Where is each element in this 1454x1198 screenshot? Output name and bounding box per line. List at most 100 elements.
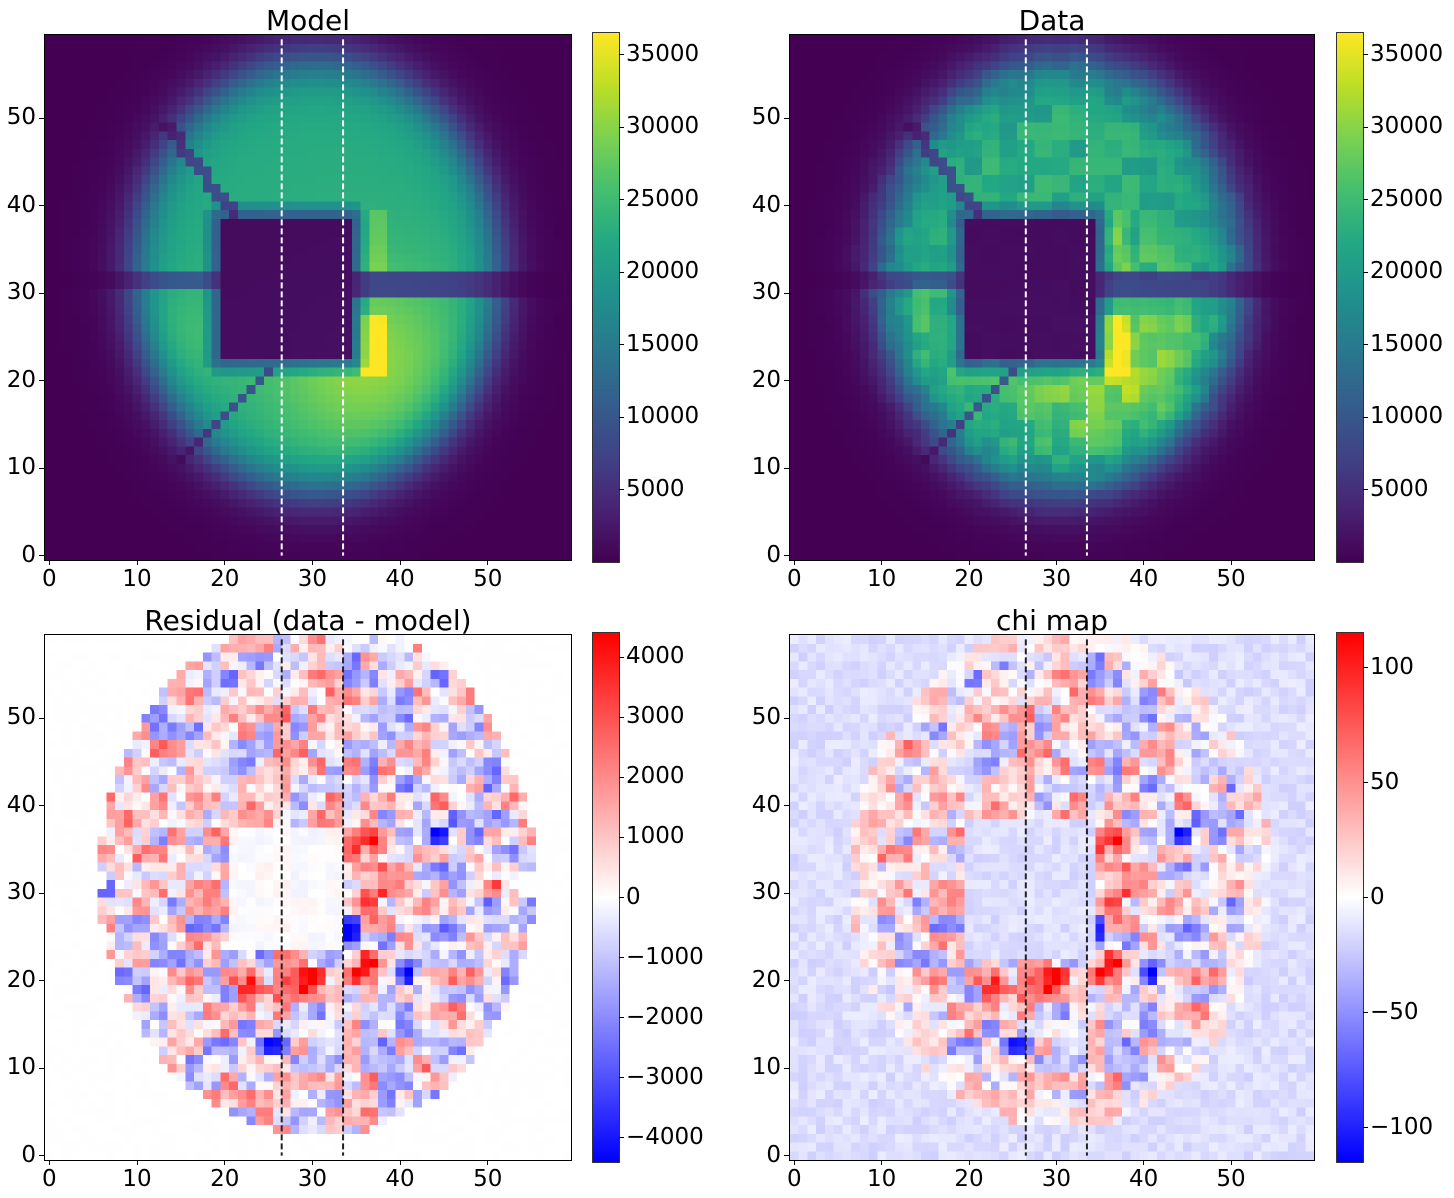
colorbar-tick-label-data-3: 20000: [1370, 258, 1444, 285]
colorbar-tick-residual-0: [619, 1137, 624, 1139]
colorbar-tick-residual-3: [619, 957, 624, 959]
y-tick-model-20: [39, 380, 44, 382]
y-tick-residual-10: [39, 1067, 44, 1069]
colorbar-tick-data-3: [1363, 271, 1368, 273]
colorbar-tick-model-6: [619, 54, 624, 56]
colorbar-tick-data-1: [1363, 416, 1368, 418]
colorbar-tick-label-residual-2: −2000: [626, 1003, 704, 1030]
y-tick-chi-40: [784, 805, 789, 807]
x-tick-model-10: [136, 560, 138, 565]
y-tick-residual-50: [39, 717, 44, 719]
y-tick-data-20: [784, 380, 789, 382]
x-tick-label-residual-10: 10: [122, 1166, 152, 1192]
colorbar-tick-label-model-3: 20000: [626, 258, 700, 285]
x-tick-label-data-20: 20: [954, 566, 984, 592]
x-tick-model-30: [311, 560, 313, 565]
colorbar-chi: [1336, 632, 1364, 1163]
colorbar-gradient-residual: [593, 633, 619, 1162]
colorbar-tick-model-0: [619, 489, 624, 491]
heatmap-residual: [45, 635, 571, 1160]
x-tick-label-model-50: 50: [473, 566, 503, 592]
colorbar-tick-label-model-5: 30000: [626, 113, 700, 140]
chart-title-residual: Residual (data - model): [144, 604, 472, 637]
x-tick-label-data-10: 10: [867, 566, 897, 592]
colorbar-tick-label-residual-7: 3000: [626, 703, 685, 730]
colorbar-tick-label-data-6: 35000: [1370, 40, 1444, 67]
x-tick-data-20: [968, 560, 970, 565]
colorbar-tick-model-2: [619, 344, 624, 346]
y-tick-chi-50: [784, 717, 789, 719]
y-tick-label-residual-30: 30: [6, 879, 36, 906]
x-tick-data-50: [1230, 560, 1232, 565]
colorbar-tick-residual-2: [619, 1017, 624, 1019]
chart-title-data: Data: [1018, 4, 1086, 37]
plot-area-data: [789, 34, 1315, 561]
x-tick-chi-50: [1230, 1160, 1232, 1165]
colorbar-tick-label-data-4: 25000: [1370, 185, 1444, 212]
y-tick-residual-0: [39, 1155, 44, 1157]
x-tick-label-chi-20: 20: [954, 1166, 984, 1192]
x-tick-label-residual-50: 50: [473, 1166, 503, 1192]
y-tick-model-0: [39, 555, 44, 557]
x-tick-label-residual-20: 20: [210, 1166, 240, 1192]
colorbar-tick-label-chi-1: −50: [1370, 998, 1419, 1025]
y-tick-label-residual-40: 40: [6, 791, 36, 818]
y-tick-data-30: [784, 292, 789, 294]
x-tick-data-0: [793, 560, 795, 565]
y-tick-model-50: [39, 117, 44, 119]
y-tick-label-model-10: 10: [6, 454, 36, 481]
chart-title-chi: chi map: [995, 604, 1109, 637]
x-tick-label-chi-10: 10: [867, 1166, 897, 1192]
y-tick-residual-30: [39, 892, 44, 894]
y-tick-label-data-10: 10: [751, 454, 781, 481]
colorbar-tick-label-chi-2: 0: [1370, 883, 1385, 910]
x-tick-label-model-0: 0: [42, 566, 57, 592]
y-tick-model-30: [39, 292, 44, 294]
colorbar-tick-label-model-1: 10000: [626, 403, 700, 430]
x-tick-label-chi-40: 40: [1129, 1166, 1159, 1192]
y-tick-model-40: [39, 205, 44, 207]
colorbar-tick-label-residual-5: 1000: [626, 823, 685, 850]
y-tick-label-chi-0: 0: [766, 1141, 781, 1168]
colorbar-tick-residual-4: [619, 897, 624, 898]
colorbar-tick-label-residual-4: 0: [626, 883, 641, 910]
colorbar-tick-data-4: [1363, 199, 1368, 201]
y-tick-label-data-40: 40: [751, 191, 781, 218]
y-tick-data-10: [784, 467, 789, 469]
x-tick-residual-20: [224, 1160, 226, 1165]
colorbar-tick-data-0: [1363, 489, 1368, 491]
colorbar-tick-label-data-2: 15000: [1370, 330, 1444, 357]
y-tick-data-0: [784, 555, 789, 557]
y-tick-data-40: [784, 205, 789, 207]
x-tick-label-data-40: 40: [1129, 566, 1159, 592]
x-tick-label-model-40: 40: [385, 566, 415, 592]
y-tick-label-chi-50: 50: [751, 704, 781, 731]
x-tick-model-50: [487, 560, 489, 565]
y-tick-label-chi-20: 20: [751, 966, 781, 993]
colorbar-gradient-data: [1337, 33, 1363, 562]
plot-area-residual: [44, 634, 572, 1161]
y-tick-label-data-50: 50: [751, 104, 781, 131]
y-tick-label-residual-10: 10: [6, 1054, 36, 1081]
x-tick-residual-10: [136, 1160, 138, 1165]
colorbar-tick-label-model-4: 25000: [626, 185, 700, 212]
y-tick-label-chi-10: 10: [751, 1054, 781, 1081]
colorbar-tick-label-residual-8: 4000: [626, 643, 685, 670]
y-tick-label-model-0: 0: [21, 541, 36, 568]
colorbar-data: [1336, 32, 1364, 563]
x-tick-label-model-30: 30: [297, 566, 328, 592]
y-tick-chi-0: [784, 1155, 789, 1157]
colorbar-gradient-chi: [1337, 633, 1363, 1162]
y-tick-label-data-0: 0: [766, 541, 781, 568]
colorbar-tick-chi-3: [1363, 782, 1368, 783]
x-tick-model-40: [399, 560, 401, 565]
colorbar-tick-label-residual-0: −4000: [626, 1123, 704, 1150]
x-tick-label-data-0: 0: [787, 566, 802, 592]
y-tick-label-residual-50: 50: [6, 704, 36, 731]
colorbar-tick-label-residual-1: −3000: [626, 1063, 704, 1090]
y-tick-chi-10: [784, 1067, 789, 1069]
x-tick-chi-10: [881, 1160, 883, 1165]
colorbar-tick-label-chi-3: 50: [1370, 768, 1400, 795]
y-tick-label-chi-30: 30: [751, 879, 781, 906]
x-tick-residual-50: [487, 1160, 489, 1165]
